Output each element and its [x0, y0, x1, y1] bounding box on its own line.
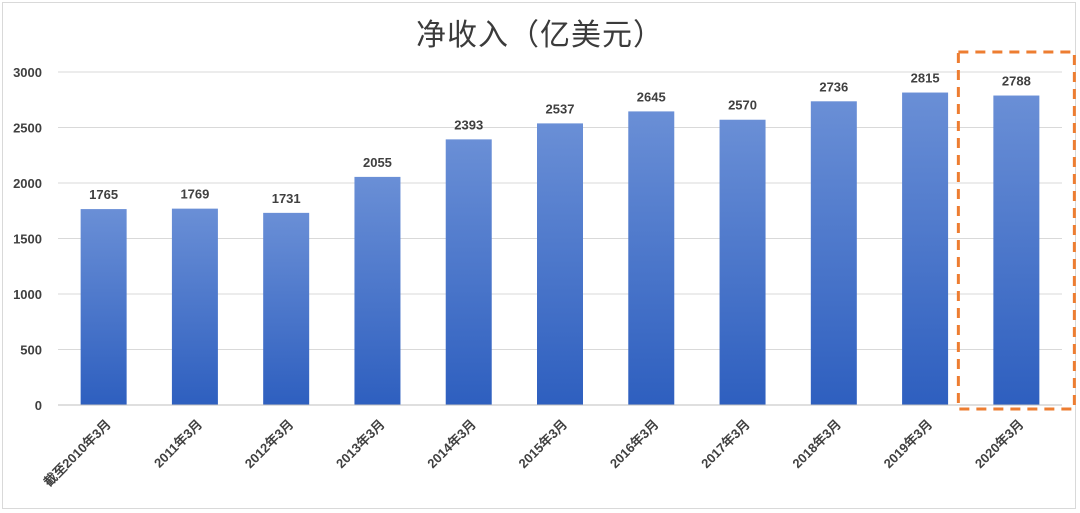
data-label: 2645 [637, 89, 666, 104]
x-tick-label: 2016年3月 [607, 417, 662, 472]
data-label: 1769 [180, 187, 209, 202]
x-tick-label: 2019年3月 [881, 417, 936, 472]
x-tick-label: 2017年3月 [698, 417, 753, 472]
data-label: 2537 [546, 101, 575, 116]
x-tick-label: 2020年3月 [972, 417, 1027, 472]
y-tick-label: 500 [20, 343, 42, 358]
highlight-box [956, 50, 1076, 411]
bar [993, 95, 1040, 406]
chart-title: 净收入（亿美元） [416, 18, 664, 53]
bar [719, 119, 766, 405]
x-tick-label: 2013年3月 [333, 417, 388, 472]
data-label: 1731 [272, 191, 301, 206]
y-tick-label: 1000 [13, 287, 42, 302]
bar [628, 111, 675, 405]
data-label: 2570 [728, 98, 757, 113]
bar [354, 176, 401, 405]
bar [80, 209, 127, 405]
x-tick-label: 截至2010年3月 [41, 417, 114, 490]
bar [171, 208, 218, 405]
y-tick-label: 2500 [13, 121, 42, 136]
x-tick-label: 2011年3月 [151, 417, 205, 471]
bar [263, 212, 310, 405]
data-label: 2055 [363, 155, 392, 170]
bar [537, 123, 583, 405]
y-tick-label: 0 [35, 398, 42, 413]
bar [902, 92, 949, 405]
bar [810, 101, 857, 405]
x-tick-label: 2018年3月 [789, 417, 844, 472]
x-tick-label: 2014年3月 [424, 417, 479, 472]
x-tick-label: 2015年3月 [516, 417, 571, 472]
y-tick-label: 1500 [13, 232, 42, 247]
data-label: 2788 [1002, 74, 1031, 89]
data-label: 2736 [819, 79, 848, 94]
bar [445, 139, 492, 405]
x-tick-label: 2012年3月 [242, 417, 297, 472]
y-tick-label: 2000 [13, 176, 42, 191]
data-label: 1765 [89, 187, 118, 202]
data-label: 2815 [911, 71, 940, 86]
data-label: 2393 [454, 117, 483, 132]
y-tick-label: 3000 [13, 65, 42, 80]
